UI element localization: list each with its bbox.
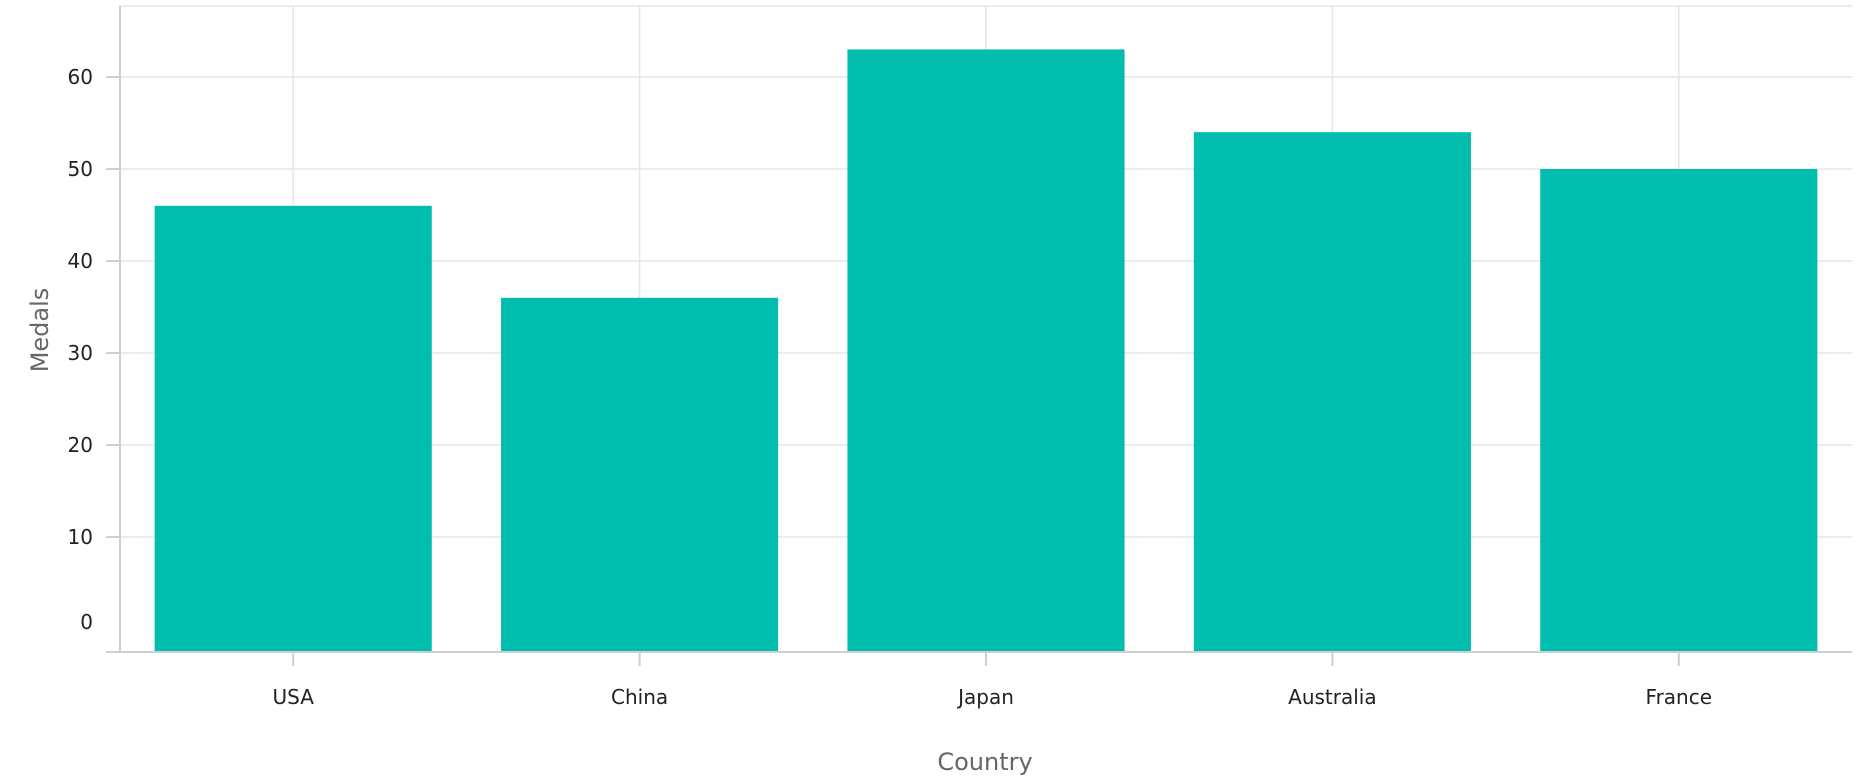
y-axis-ticks: 010203040506070 <box>68 65 120 653</box>
y-tick-label: 40 <box>68 249 93 273</box>
y-tick-label: 10 <box>68 525 93 549</box>
bar-china <box>501 297 779 652</box>
y-tick-label: 20 <box>68 433 93 457</box>
y-tick-label: 50 <box>68 157 93 181</box>
bar-usa <box>154 205 432 653</box>
bar-australia <box>1193 132 1471 652</box>
x-axis-title: Country <box>937 748 1032 776</box>
y-tick-label: 60 <box>68 65 93 89</box>
bar-france <box>1540 169 1818 652</box>
x-axis-ticks: USA China Japan Australia France <box>273 652 1713 709</box>
y-axis-title: Medals <box>26 288 54 373</box>
x-tick-label: Australia <box>1288 685 1376 709</box>
x-tick-label: France <box>1646 685 1713 709</box>
x-tick-label: Japan <box>956 685 1014 709</box>
x-tick-label: USA <box>273 685 315 709</box>
y-tick-label: 30 <box>68 341 93 365</box>
bar-japan <box>847 49 1125 652</box>
bars <box>154 49 1818 653</box>
y-tick-label: 0 <box>80 610 93 634</box>
x-tick-label: China <box>611 685 668 709</box>
